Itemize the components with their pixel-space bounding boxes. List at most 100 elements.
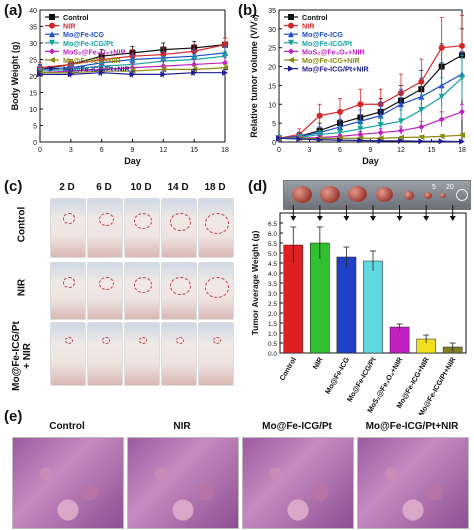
histology-label: Control xyxy=(49,421,85,432)
y-tick-label: 2.5 xyxy=(268,301,277,308)
data-point xyxy=(316,136,323,143)
x-tick-label: 15 xyxy=(190,147,198,154)
data-point xyxy=(438,138,445,145)
x-tick-label: 0 xyxy=(277,147,281,154)
tumor-circle xyxy=(134,213,152,229)
data-point xyxy=(276,135,282,142)
data-point xyxy=(438,44,445,51)
y-axis-label: Relative tumor volume (V/V₀) xyxy=(249,14,259,138)
legend-marker xyxy=(49,14,55,20)
x-axis-label: Day xyxy=(362,156,379,166)
legend-marker xyxy=(49,57,55,63)
data-point xyxy=(337,129,343,136)
bar xyxy=(389,326,410,354)
tumor-circle xyxy=(63,213,75,224)
y-tick-label: 20 xyxy=(29,74,37,81)
tumor-1 xyxy=(292,186,312,203)
data-point xyxy=(67,71,74,78)
data-point xyxy=(357,131,364,138)
x-tick-label: 12 xyxy=(159,147,167,154)
legend-marker xyxy=(288,57,294,63)
y-tick-label: 10 xyxy=(29,107,37,114)
data-point xyxy=(357,101,364,108)
legend-marker xyxy=(49,31,55,38)
day-label: 2 D xyxy=(59,182,75,193)
y-tick-label: 35 xyxy=(29,25,37,32)
y-tick-label: 25 xyxy=(29,58,37,65)
legend-marker xyxy=(288,14,294,20)
arrow-head xyxy=(316,216,323,221)
legend-entry: Mo@Fe-ICG/Pt xyxy=(302,39,353,48)
y-tick-label: 25 xyxy=(268,46,276,53)
y-tick-label: 6.0 xyxy=(268,231,277,238)
mouse-photo xyxy=(87,322,123,386)
mouse-photo xyxy=(50,322,86,386)
data-point xyxy=(398,137,404,144)
data-point xyxy=(222,53,228,60)
legend-entry: Mo@Fe-ICG+NIR xyxy=(63,56,121,65)
data-point xyxy=(398,134,404,141)
mouse-photo xyxy=(198,262,234,320)
tumor-circle xyxy=(139,337,147,345)
x-tick-label: 6 xyxy=(100,147,104,154)
tumor-7 xyxy=(440,193,446,198)
y-tick-label: 5 xyxy=(272,121,276,128)
data-point xyxy=(222,59,228,66)
y-tick-label: 20 xyxy=(268,65,276,72)
data-point xyxy=(418,138,425,145)
legend-marker xyxy=(49,39,55,46)
tumor-circle xyxy=(65,337,73,345)
legend-marker xyxy=(49,22,55,29)
y-tick-label: 3.5 xyxy=(268,281,277,288)
day-label: 14 D xyxy=(167,182,189,193)
data-point xyxy=(438,93,445,100)
x-tick-label: 9 xyxy=(369,147,373,154)
y-tick-label: 3.0 xyxy=(268,291,277,298)
panel-letter-c: (c) xyxy=(4,178,23,195)
mouse-photo xyxy=(87,198,123,258)
ruler-label-20: 20 xyxy=(446,184,454,191)
category-label: NIR xyxy=(311,355,325,371)
mouse-photo xyxy=(87,262,123,320)
mouse-photo xyxy=(50,262,86,320)
day-label: 18 D xyxy=(204,182,226,193)
data-point xyxy=(377,122,384,129)
data-point xyxy=(316,131,323,138)
x-tick-label: 3 xyxy=(69,147,73,154)
arrow-head xyxy=(370,216,376,221)
legend-entry: Mo@Fe-ICG/Pt xyxy=(63,39,114,48)
row-label: Control xyxy=(16,206,28,243)
histology-label: Mo@Fe-ICG/Pt xyxy=(262,421,332,432)
histology-label: Mo@Fe-ICG/Pt+NIR xyxy=(365,421,459,432)
excised-tumor-photo: 5 20 xyxy=(283,180,471,210)
x-tick-label: 0 xyxy=(38,147,42,154)
series-3 xyxy=(276,54,465,142)
y-tick-label: 5 xyxy=(33,124,37,131)
y-tick-label: 6.5 xyxy=(268,221,277,228)
tumor-circle xyxy=(169,213,191,232)
y-tick-label: 0 xyxy=(272,140,276,147)
tumor-circle xyxy=(98,277,114,291)
y-tick-label: 0.0 xyxy=(268,351,277,358)
series-line xyxy=(278,45,463,139)
row-label: NIR xyxy=(16,278,28,297)
body-weight-chart: 0 5 10 15 20 25 30 35 40 0 3 6 9 12 15 18 Day Body Weight… xyxy=(10,8,229,166)
legend-marker xyxy=(49,48,55,55)
y-axis-label: Body Weight (g) xyxy=(10,42,20,111)
y-tick-label: 10 xyxy=(268,102,276,109)
data-point xyxy=(398,101,404,108)
data-point xyxy=(418,123,425,130)
tumor-weight-bar-chart: 0.0 0.5 1.0 1.5 2.0 2.5 3.0 3.5 4.0 4.5 5.0 5.5 6.0 6… xyxy=(250,205,467,415)
legend-entry: Mo@Fe-ICG xyxy=(302,30,343,39)
tumor-4 xyxy=(376,187,393,202)
y-axis-label: Tumor Average Weight (g) xyxy=(250,230,260,335)
histology-label: NIR xyxy=(173,421,191,432)
data-point xyxy=(377,137,384,144)
legend-entry: Control xyxy=(63,13,89,22)
y-tick-label: 1.0 xyxy=(268,331,277,338)
histology-image xyxy=(357,437,469,529)
x-tick-label: 6 xyxy=(338,147,342,154)
arrow-head xyxy=(449,216,456,221)
x-axis-label: Day xyxy=(124,156,141,166)
histology-image xyxy=(12,437,124,529)
